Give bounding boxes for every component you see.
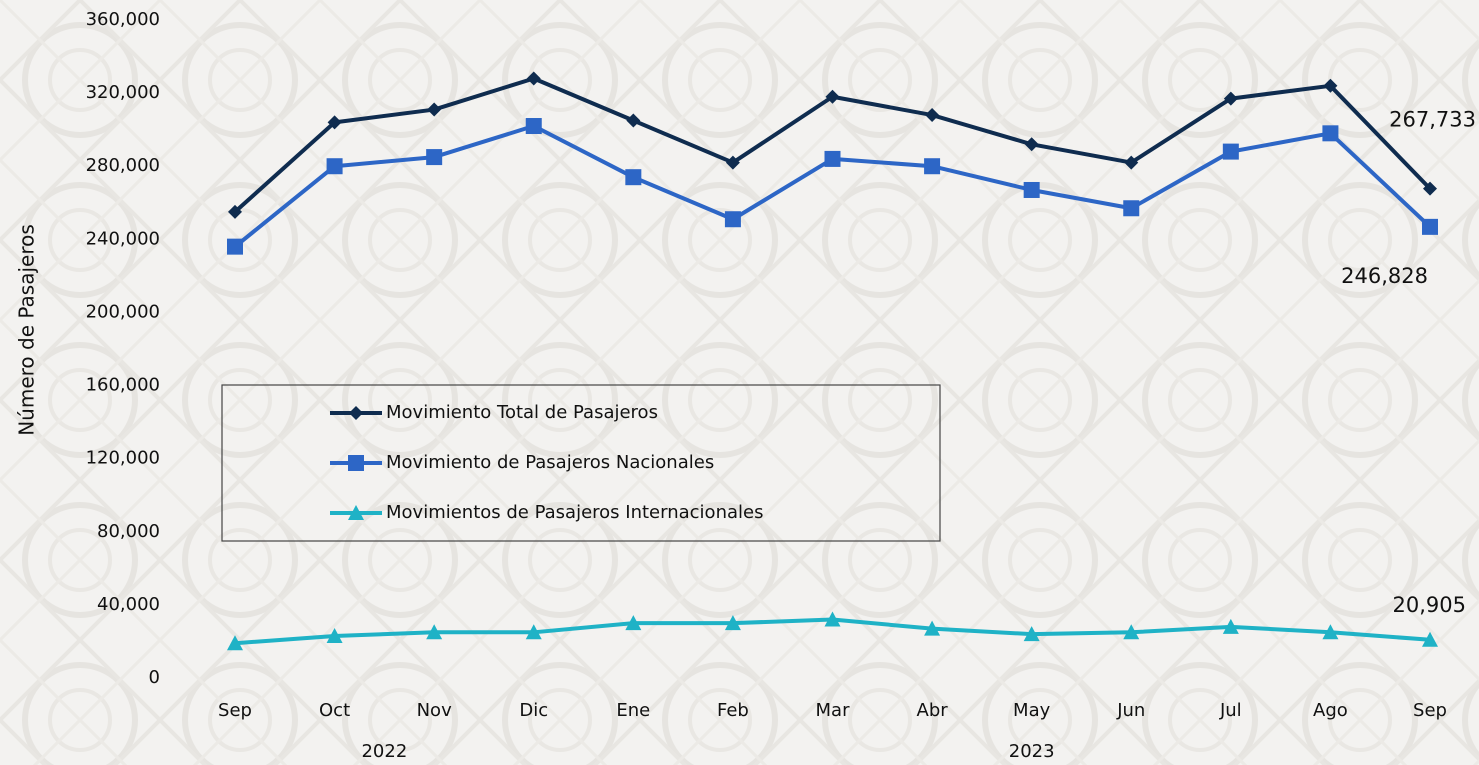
x-tick-label: Nov [417, 700, 452, 721]
data-point [1123, 624, 1140, 640]
data-point [1222, 143, 1239, 160]
data-point [625, 615, 642, 631]
data-point [1024, 137, 1039, 152]
x-tick-label: Sep [1413, 700, 1447, 721]
data-point [326, 158, 343, 175]
data-point [1222, 618, 1239, 634]
y-tick-label: 280,000 [86, 155, 160, 176]
x-group-label: 2023 [1009, 741, 1055, 762]
legend-label: Movimientos de Pasajeros Internacionales [386, 502, 763, 523]
data-label: 20,905 [1393, 593, 1466, 617]
y-axis-label: Número de Pasajeros [15, 224, 39, 436]
data-point [1422, 631, 1438, 647]
x-tick-label: Oct [319, 700, 350, 721]
data-point [526, 71, 541, 86]
data-point [824, 611, 841, 627]
data-point [426, 149, 443, 166]
data-point [724, 211, 741, 228]
legend-label: Movimiento de Pasajeros Nacionales [386, 452, 714, 473]
data-point [1124, 155, 1139, 170]
x-tick-label: Sep [218, 700, 252, 721]
y-tick-label: 360,000 [86, 9, 160, 30]
x-tick-label: Jul [1219, 700, 1242, 721]
x-tick-label: Abr [917, 700, 949, 721]
x-tick-label: May [1013, 700, 1051, 721]
y-tick-label: 0 [149, 667, 160, 688]
data-point [1123, 200, 1140, 217]
y-tick-label: 160,000 [86, 375, 160, 396]
data-point [626, 113, 641, 128]
data-point [525, 624, 542, 640]
data-point [1322, 125, 1339, 142]
x-tick-label: Jun [1116, 700, 1145, 721]
x-tick-label: Feb [717, 700, 749, 721]
legend-marker [348, 505, 364, 520]
data-point [1023, 626, 1040, 642]
data-point [227, 635, 243, 651]
data-point [227, 238, 243, 255]
data-point [1223, 91, 1238, 106]
data-label: 267,733 [1389, 108, 1476, 132]
y-tick-label: 40,000 [97, 594, 160, 615]
data-point [327, 115, 342, 130]
data-point [725, 155, 740, 170]
data-point [625, 169, 642, 186]
data-point [1323, 78, 1338, 93]
x-tick-label: Ene [616, 700, 650, 721]
data-point [228, 204, 242, 219]
y-tick-label: 240,000 [86, 228, 160, 249]
x-tick-label: Dic [519, 700, 548, 721]
data-point [1023, 181, 1040, 198]
data-point [924, 158, 941, 175]
data-point [824, 150, 841, 167]
legend-marker [349, 406, 363, 420]
data-point [924, 620, 941, 636]
data-label: 246,828 [1341, 264, 1428, 288]
y-tick-label: 120,000 [86, 448, 160, 469]
data-point [724, 615, 741, 631]
data-point [326, 627, 343, 643]
x-tick-label: Mar [816, 700, 851, 721]
legend-label: Movimiento Total de Pasajeros [386, 402, 658, 423]
data-point [426, 624, 443, 640]
data-point [1423, 181, 1437, 196]
data-point [1322, 624, 1339, 640]
x-tick-label: Ago [1313, 700, 1348, 721]
legend-box [221, 384, 941, 542]
data-point [427, 102, 442, 117]
data-point [825, 89, 840, 104]
data-point [1422, 218, 1438, 235]
data-point [525, 118, 542, 135]
y-tick-label: 320,000 [86, 82, 160, 103]
x-group-label: 2022 [361, 741, 407, 762]
y-tick-label: 200,000 [86, 301, 160, 322]
y-tick-label: 80,000 [97, 521, 160, 542]
data-point [925, 108, 940, 123]
legend-marker [348, 455, 364, 471]
